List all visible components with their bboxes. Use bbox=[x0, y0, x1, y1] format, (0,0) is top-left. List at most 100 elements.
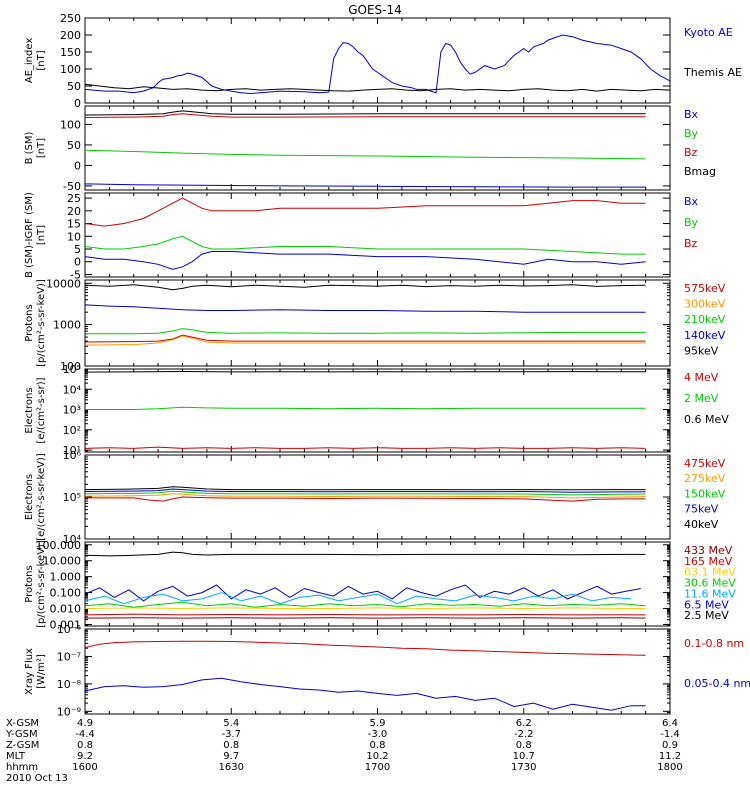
footer-value: 5.9 bbox=[370, 718, 386, 729]
protons_high-ytick-label: 0.100 bbox=[50, 587, 82, 600]
footer-value: 5.4 bbox=[223, 718, 239, 729]
protons_low-series-line bbox=[85, 329, 646, 334]
electrons_low-legend-entry: 75keV bbox=[684, 503, 719, 516]
protons_high-series-line bbox=[85, 614, 646, 615]
plot-title: GOES-14 bbox=[348, 3, 402, 17]
bdiff-ylabel: B (SM)-IGRF (SM) bbox=[24, 192, 35, 278]
protons_high-series-line bbox=[85, 552, 646, 556]
bsm-series-line bbox=[85, 150, 646, 159]
electrons_high-legend-entry: 2 MeV bbox=[684, 392, 719, 405]
protons_low-frame bbox=[85, 280, 670, 366]
xray-legend-entry: 0.1-0.8 nm bbox=[684, 637, 744, 650]
bdiff-legend-entry: Bx bbox=[684, 195, 699, 208]
footer-value: 0.8 bbox=[77, 740, 93, 751]
ae-ylabel: [nT] bbox=[36, 50, 47, 70]
electrons_low-legend-entry: 40keV bbox=[684, 518, 719, 531]
bsm-ytick-label: 100 bbox=[60, 118, 81, 131]
bdiff-ytick-label: 0 bbox=[74, 256, 81, 269]
bdiff-legend-entry: Bz bbox=[684, 237, 698, 250]
electrons_high-legend-entry: 0.6 MeV bbox=[684, 413, 729, 426]
bsm-ylabel: B (SM) bbox=[24, 131, 35, 164]
protons_low-legend-entry: 140keV bbox=[684, 329, 726, 342]
bdiff-ytick-label: 10 bbox=[67, 230, 81, 243]
footer-value: -2.2 bbox=[514, 729, 534, 740]
bsm-series-line bbox=[85, 111, 646, 115]
footer-value: 0.8 bbox=[370, 740, 386, 751]
ae-ytick-label: 150 bbox=[60, 46, 81, 59]
ae-legend-entry: Themis AE bbox=[683, 66, 742, 79]
footer-row-label: Z-GSM bbox=[6, 740, 39, 751]
protons_high-series-line bbox=[85, 585, 641, 601]
electrons_low-legend-entry: 275keV bbox=[684, 472, 726, 485]
bsm-ytick-label: 50 bbox=[67, 139, 81, 152]
footer-value: 4.9 bbox=[77, 718, 93, 729]
bsm-series-line bbox=[85, 184, 646, 187]
electrons_high-ylabel: [e/(cm²-s-sr)] bbox=[36, 377, 47, 443]
protons_low-legend-entry: 210keV bbox=[684, 313, 726, 326]
electrons_low-legend-entry: 475keV bbox=[684, 457, 726, 470]
footer-value: 0.8 bbox=[223, 740, 239, 751]
electrons_low-ylabel: [e/(cm²-s-sr-keV)] bbox=[36, 453, 47, 541]
ae-frame bbox=[85, 18, 670, 103]
protons_high-ytick-label: 1.000 bbox=[50, 571, 82, 584]
xray-ylabel: [W/m²] bbox=[36, 654, 47, 689]
protons_high-legend-entry: 2.5 MeV bbox=[684, 609, 729, 622]
electrons_high-series-line bbox=[85, 447, 646, 448]
footer-row-label: hhmm bbox=[6, 762, 38, 773]
footer-value: -1.4 bbox=[660, 729, 680, 740]
bsm-legend-entry: By bbox=[684, 127, 699, 140]
bsm-ytick-label: -50 bbox=[63, 180, 81, 193]
electrons_high-frame bbox=[85, 369, 670, 452]
xray-legend-entry: 0.05-0.4 nm bbox=[684, 677, 750, 690]
footer-value: 6.2 bbox=[516, 718, 532, 729]
footer-value: 1730 bbox=[511, 762, 536, 773]
footer-value: 0.9 bbox=[662, 740, 678, 751]
protons_low-legend-entry: 300keV bbox=[684, 298, 726, 311]
xray-ylabel: Xray Flux bbox=[24, 648, 35, 695]
electrons_high-ytick-label: 10³ bbox=[63, 404, 81, 417]
protons_high-ylabel: Protons bbox=[24, 565, 35, 602]
footer-value: 9.2 bbox=[77, 751, 93, 762]
protons_high-ylabel: [p/(cm²-s-sr-keV)] bbox=[36, 540, 47, 628]
electrons_high-legend-entry: 4 MeV bbox=[684, 371, 719, 384]
bdiff-series-line bbox=[85, 252, 646, 270]
protons_low-series-line bbox=[85, 336, 646, 345]
ae-ytick-label: 200 bbox=[60, 29, 81, 42]
bsm-ytick-label: 0 bbox=[74, 159, 81, 172]
electrons_high-series-line bbox=[85, 407, 646, 409]
xray-ytick-label: 10⁻⁶ bbox=[57, 623, 82, 636]
electrons_high-ytick-label: 10⁵ bbox=[63, 363, 81, 376]
electrons_low-ylabel: Electrons bbox=[24, 474, 35, 520]
bdiff-ytick-label: 15 bbox=[67, 218, 81, 231]
footer-value: 1600 bbox=[72, 762, 97, 773]
ae-ytick-label: 0 bbox=[74, 97, 81, 110]
xray-ytick-label: 10⁻⁷ bbox=[57, 650, 81, 663]
protons_low-ytick-label: 1000 bbox=[53, 319, 81, 332]
bdiff-series-line bbox=[85, 198, 646, 226]
protons_low-series-line bbox=[85, 285, 646, 290]
protons_low-legend-entry: 575keV bbox=[684, 282, 726, 295]
bdiff-frame bbox=[85, 193, 670, 277]
protons_low-ylabel: Protons bbox=[24, 304, 35, 341]
electrons_low-ytick-label: 10⁵ bbox=[63, 491, 81, 504]
protons_low-legend-entry: 95keV bbox=[684, 344, 719, 357]
bdiff-legend-entry: By bbox=[684, 216, 699, 229]
footer-value: 9.7 bbox=[223, 751, 239, 762]
xray-series-line bbox=[85, 641, 646, 655]
protons_low-ytick-label: 10000 bbox=[46, 277, 81, 290]
bsm-legend-entry: Bmag bbox=[684, 165, 716, 178]
bdiff-ytick-label: 25 bbox=[67, 192, 81, 205]
electrons_low-legend-entry: 150keV bbox=[684, 487, 726, 500]
footer-row-label: Y-GSM bbox=[5, 729, 38, 740]
ae-ylabel: AE_index bbox=[24, 38, 35, 84]
electrons_high-ytick-label: 10⁴ bbox=[63, 383, 82, 396]
footer-value: 0.8 bbox=[516, 740, 532, 751]
footer-value: -4.4 bbox=[75, 729, 95, 740]
bsm-frame bbox=[85, 106, 670, 190]
footer-date: 2010 Oct 13 bbox=[6, 773, 68, 784]
electrons_high-ytick-label: 10² bbox=[63, 424, 81, 437]
protons_low-ylabel: [p/(cm²-s-sr-keV)] bbox=[36, 279, 47, 367]
protons_high-ytick-label: 0.010 bbox=[50, 603, 82, 616]
footer-value: 6.4 bbox=[662, 718, 678, 729]
